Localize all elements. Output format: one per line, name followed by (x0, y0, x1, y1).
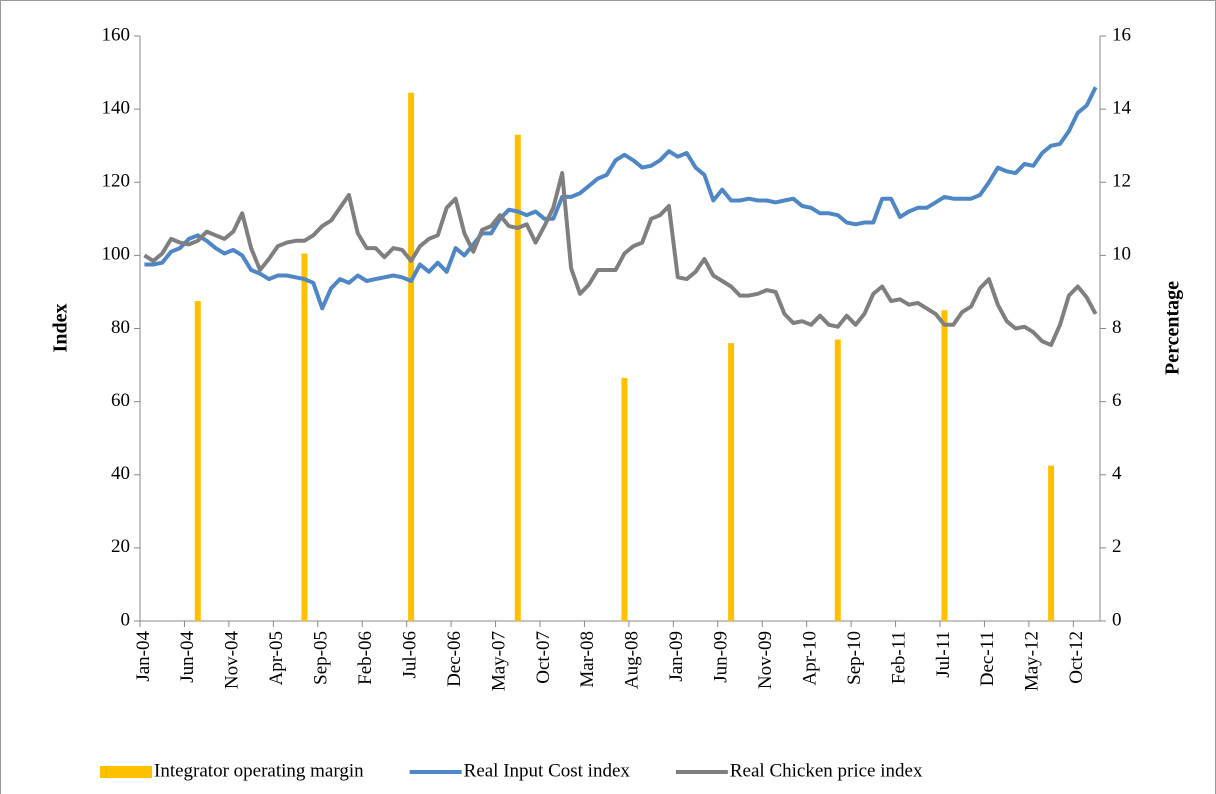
line (143, 171, 1098, 347)
y2-tick-label: 6 (1112, 390, 1122, 411)
line (144, 86, 1098, 311)
x-tick-label: Feb-06 (355, 631, 376, 685)
y2-axis-title: Percentage (1162, 281, 1184, 375)
y-tick-label: 0 (121, 609, 131, 630)
x-tick-label: Jun-09 (711, 631, 732, 683)
bar (1048, 465, 1055, 621)
x-tick-label: Dec-06 (444, 631, 465, 687)
x-tick-label: May-12 (1022, 631, 1043, 691)
x-tick-label: Oct-07 (533, 631, 554, 684)
y-tick-label: 40 (111, 463, 130, 484)
x-tick-label: Sep-05 (311, 631, 332, 685)
bar (514, 134, 521, 621)
legend-label: Real Chicken price index (730, 760, 923, 781)
bar (941, 310, 948, 621)
x-tick-label: Jul-06 (399, 631, 420, 679)
bar (834, 339, 841, 621)
y-tick-label: 20 (111, 536, 130, 557)
y2-tick-label: 12 (1112, 171, 1131, 192)
y-tick-label: 80 (111, 317, 130, 338)
y2-tick-label: 4 (1112, 463, 1122, 484)
x-tick-label: Jan-09 (666, 631, 687, 682)
y2-tick-label: 2 (1112, 536, 1122, 557)
bar (408, 92, 415, 621)
bar (728, 343, 735, 621)
x-tick-label: Jul-11 (933, 631, 954, 678)
y-tick-label: 60 (111, 390, 130, 411)
x-tick-label: May-07 (488, 631, 509, 691)
y-tick-label: 140 (102, 97, 131, 118)
x-tick-label: Feb-11 (888, 631, 909, 684)
x-tick-label: Apr-10 (799, 631, 820, 686)
y-tick-label: 120 (102, 171, 131, 192)
y2-tick-label: 10 (1112, 244, 1131, 265)
bar (194, 301, 201, 621)
x-tick-label: Apr-05 (266, 631, 287, 686)
y2-tick-label: 8 (1112, 317, 1122, 338)
x-tick-label: Nov-04 (222, 631, 243, 690)
x-tick-label: Jan-04 (133, 631, 154, 682)
y2-tick-label: 14 (1112, 97, 1132, 118)
x-tick-label: Sep-10 (844, 631, 865, 685)
legend-label: Integrator operating margin (154, 760, 364, 781)
y2-tick-label: 16 (1112, 24, 1131, 45)
legend-swatch (100, 766, 152, 778)
x-tick-label: Jun-04 (177, 631, 198, 683)
x-tick-label: Mar-08 (577, 631, 598, 688)
bar (621, 377, 628, 621)
y2-tick-label: 0 (1112, 609, 1122, 630)
x-tick-label: Nov-09 (755, 631, 776, 689)
x-tick-label: Oct-12 (1066, 631, 1087, 684)
x-tick-label: Aug-08 (622, 631, 643, 689)
y-axis-title: Index (50, 304, 72, 353)
y-tick-label: 160 (102, 24, 131, 45)
legend-label: Real Input Cost index (464, 760, 631, 781)
y-tick-label: 100 (102, 244, 131, 265)
x-tick-label: Dec-11 (977, 631, 998, 686)
bar (301, 253, 308, 621)
